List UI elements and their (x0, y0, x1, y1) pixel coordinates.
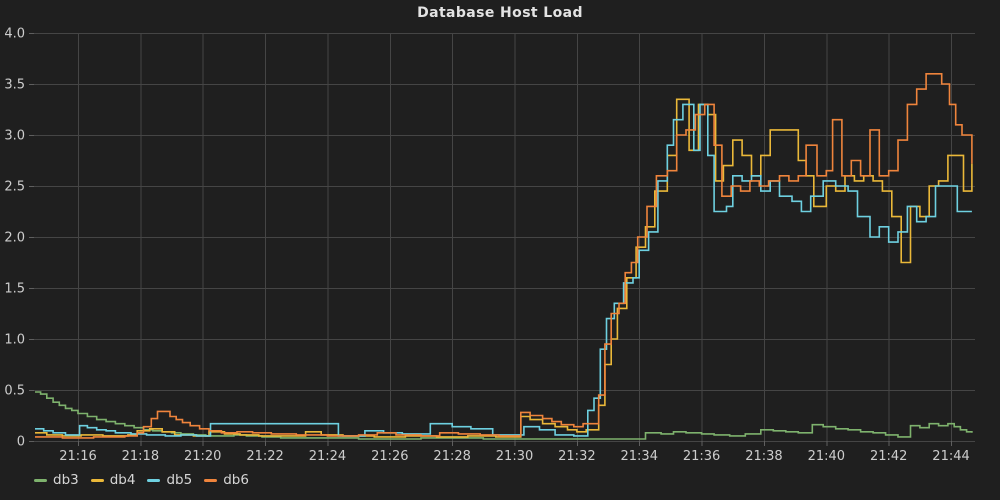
y-tick-labels: 0 0.5 1.0 1.5 2.0 2.5 3.0 3.5 4.0 (4, 27, 25, 450)
y-tick-label: 1.5 (4, 282, 25, 297)
legend-swatch-db6 (204, 479, 218, 483)
legend-swatch-db5 (147, 479, 161, 483)
legend-item-db3: db3 (34, 472, 79, 488)
x-tick-label: 21:28 (433, 449, 470, 464)
x-tick-label: 21:26 (371, 449, 408, 464)
x-tick-label: 21:22 (246, 449, 283, 464)
x-tick-label: 21:40 (808, 449, 845, 464)
y-tick-label: 2.0 (4, 231, 25, 246)
legend-label-db3: db3 (53, 472, 79, 488)
chart-title: Database Host Load (417, 5, 583, 21)
x-tick-label: 21:16 (59, 449, 96, 464)
legend-label-db6: db6 (223, 472, 249, 488)
y-tick-label: 0 (17, 435, 25, 450)
x-tick-label: 21:30 (496, 449, 533, 464)
series-line-db6 (35, 73, 973, 439)
y-tick-label: 2.5 (4, 180, 25, 195)
x-tick-label: 21:18 (122, 449, 159, 464)
y-tick-label: 3.0 (4, 129, 25, 144)
x-tick-label: 21:44 (932, 449, 969, 464)
x-tick-label: 21:32 (558, 449, 595, 464)
x-tick-labels: 21:16 21:18 21:20 21:22 21:24 21:26 21:28 21:30… (59, 449, 970, 464)
legend-label-db5: db5 (166, 472, 193, 488)
legend-item-db6: db6 (204, 472, 249, 488)
x-tick-label: 21:24 (309, 449, 346, 464)
y-tick-label: 3.5 (4, 78, 25, 93)
series-line-db4 (35, 98, 973, 438)
legend-swatch-db4 (90, 479, 104, 483)
legend: db3 db4 db5 db6 (34, 472, 249, 488)
y-tick-label: 0.5 (4, 384, 25, 399)
grid (34, 33, 975, 442)
y-tick-label: 4.0 (4, 27, 25, 42)
x-tick-label: 21:38 (745, 449, 782, 464)
y-tick-label: 1.0 (4, 333, 25, 348)
legend-label-db4: db4 (109, 472, 136, 488)
series-line-db5 (35, 103, 972, 437)
legend-item-db5: db5 (147, 472, 193, 488)
x-tick-label: 21:36 (683, 449, 720, 464)
x-tick-label: 21:34 (621, 449, 658, 464)
x-tick-label: 21:42 (870, 449, 907, 464)
legend-item-db4: db4 (90, 472, 136, 488)
legend-swatch-db3 (34, 479, 47, 483)
x-tick-label: 21:20 (184, 449, 221, 464)
series-line-db3 (35, 391, 973, 440)
axis-ticks (29, 33, 953, 446)
